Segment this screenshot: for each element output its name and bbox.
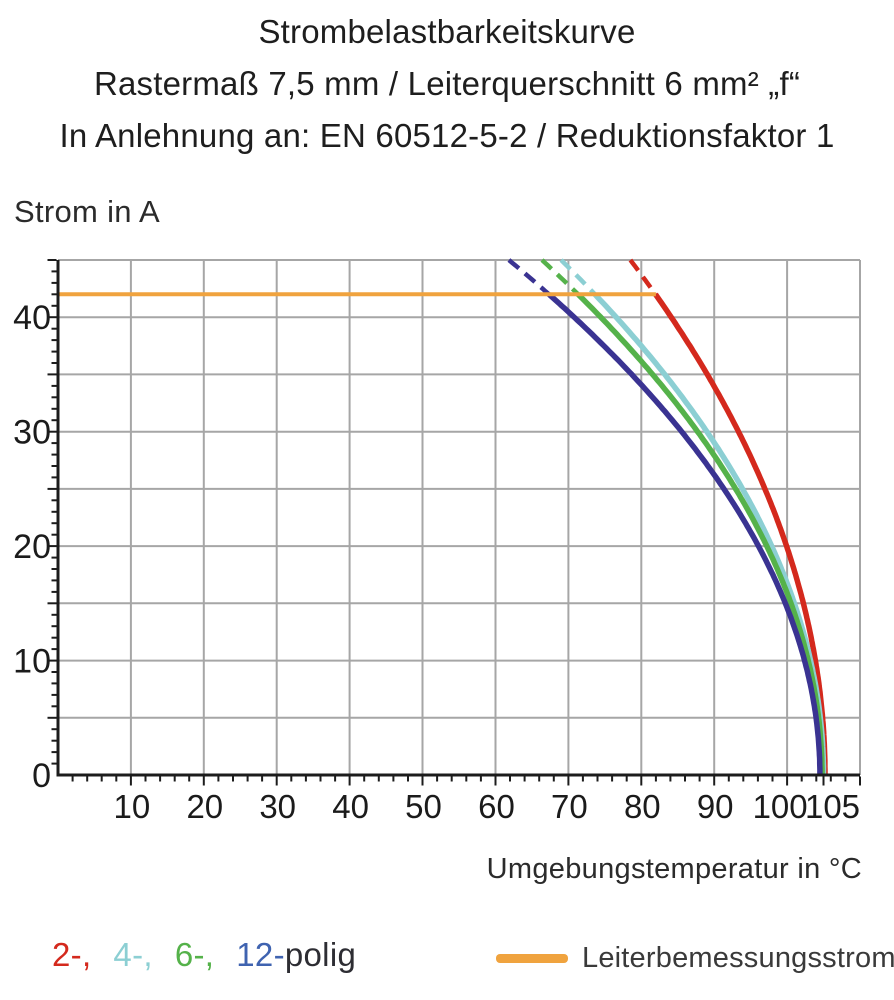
legend-item-2-polig: 2-,: [52, 936, 92, 973]
legend-12-number: 12-: [236, 936, 285, 973]
legend-item-6-polig: 6-,: [174, 936, 215, 973]
svg-text:20: 20: [13, 528, 51, 566]
svg-text:40: 40: [13, 299, 51, 337]
svg-text:50: 50: [405, 788, 442, 825]
svg-text:100: 100: [753, 788, 808, 825]
rated-current-legend: Leiterbemessungsstrom: [496, 938, 894, 978]
legend-item-4-polig: 4-,: [113, 936, 153, 973]
svg-text:30: 30: [259, 788, 296, 825]
legend-item-12-polig: 12- polig: [236, 936, 356, 974]
svg-text:60: 60: [478, 788, 515, 825]
chart-title: Strombelastbarkeitskurve: [258, 13, 636, 50]
svg-text:105: 105: [805, 788, 860, 825]
rated-current-label: Leiterbemessungsstrom: [582, 941, 894, 974]
svg-text:80: 80: [624, 788, 661, 825]
svg-text:30: 30: [13, 414, 51, 452]
x-axis-title: Umgebungstemperatur in °C: [486, 853, 862, 885]
svg-text:0: 0: [32, 757, 51, 795]
poles-legend: 2-, 4-, 6-, 12- polig: [52, 936, 356, 974]
svg-text:10: 10: [13, 643, 51, 681]
chart-standard-line: In Anlehnung an: EN 60512-5-2 / Reduktio…: [59, 117, 835, 154]
svg-text:10: 10: [114, 788, 151, 825]
rated-current-line-swatch: [496, 953, 568, 963]
y-axis-title: Strom in A: [14, 194, 160, 229]
svg-text:70: 70: [551, 788, 588, 825]
svg-text:20: 20: [186, 788, 223, 825]
legend-poles-suffix: polig: [284, 936, 357, 973]
svg-text:90: 90: [697, 788, 734, 825]
chart-title-block: Strombelastbarkeitskurve Rastermaß 7,5 m…: [0, 6, 894, 162]
chart-subtitle: Rastermaß 7,5 mm / Leiterquerschnitt 6 m…: [93, 65, 801, 102]
svg-text:40: 40: [332, 788, 369, 825]
